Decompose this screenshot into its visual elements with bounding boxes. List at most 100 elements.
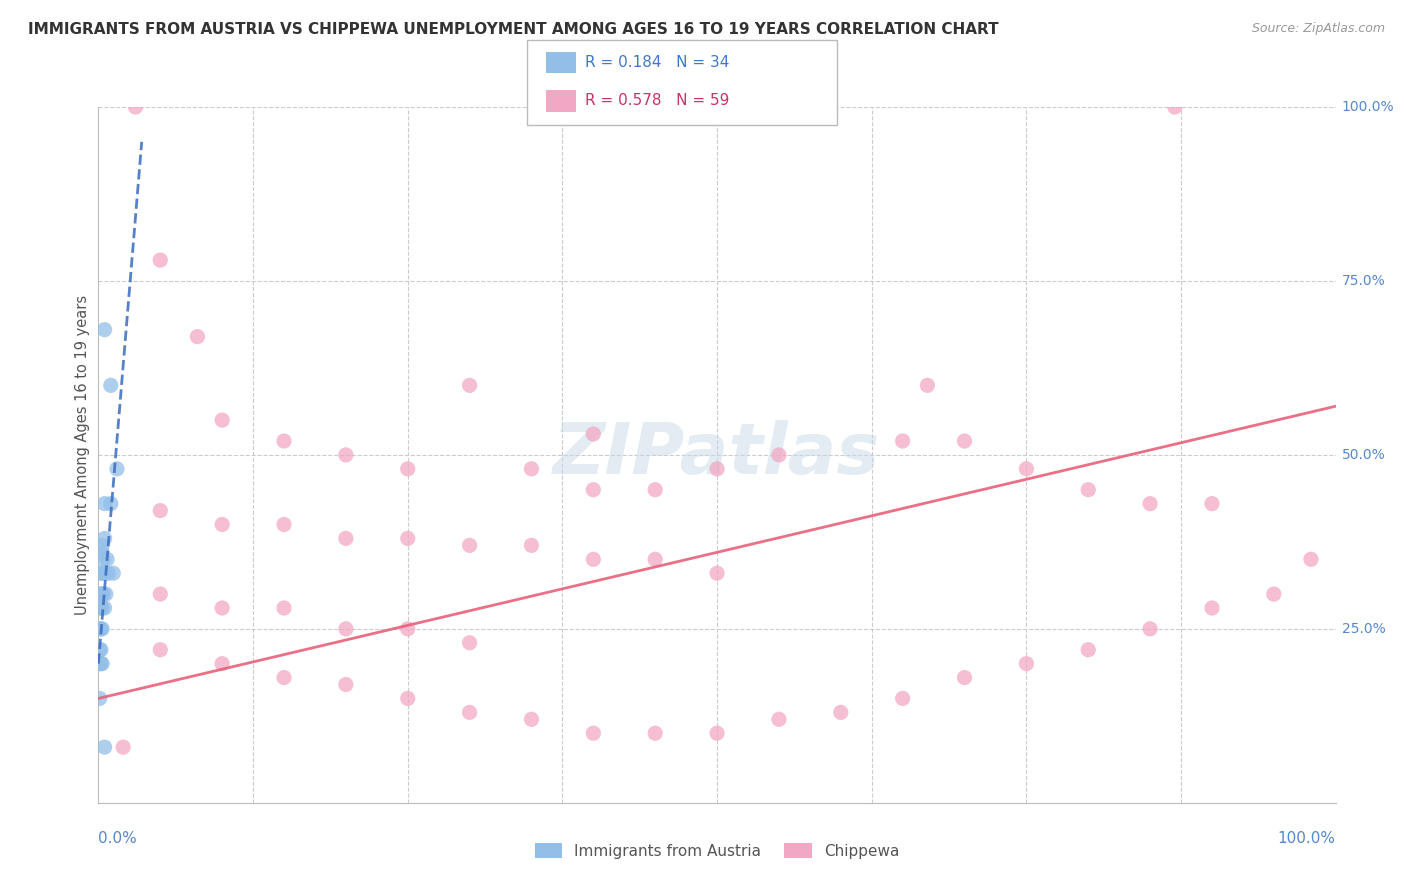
Point: [89, 642, 111, 657]
Point: [90, 601, 112, 615]
Point: [1263, 587, 1285, 601]
Point: [706, 726, 728, 740]
Point: [768, 712, 790, 726]
Point: [1077, 642, 1099, 657]
Point: [582, 427, 605, 442]
Point: [1299, 552, 1322, 566]
Point: [112, 740, 135, 755]
Point: [89, 622, 111, 636]
Point: [94, 587, 117, 601]
Point: [1201, 497, 1223, 511]
Point: [891, 691, 914, 706]
Point: [93, 497, 115, 511]
Point: [582, 726, 605, 740]
Point: [458, 706, 481, 720]
Point: [917, 378, 939, 392]
Text: 75.0%: 75.0%: [1341, 274, 1386, 288]
Point: [89, 587, 111, 601]
Point: [520, 462, 543, 476]
Point: [93, 552, 115, 566]
Legend: Immigrants from Austria, Chippewa: Immigrants from Austria, Chippewa: [529, 837, 905, 864]
Text: ZIPatlas: ZIPatlas: [554, 420, 880, 490]
Point: [335, 622, 357, 636]
Point: [644, 726, 666, 740]
Point: [211, 517, 233, 532]
Point: [644, 483, 666, 497]
Point: [100, 497, 122, 511]
Text: R = 0.578   N = 59: R = 0.578 N = 59: [585, 94, 730, 108]
Point: [335, 677, 357, 691]
Text: Source: ZipAtlas.com: Source: ZipAtlas.com: [1251, 22, 1385, 36]
Text: 0.0%: 0.0%: [98, 830, 138, 846]
Point: [90, 566, 112, 581]
Point: [149, 253, 172, 268]
Text: 100.0%: 100.0%: [1341, 100, 1395, 114]
Point: [458, 636, 481, 650]
Point: [273, 601, 295, 615]
Point: [953, 434, 976, 448]
Point: [582, 552, 605, 566]
Point: [953, 671, 976, 685]
Point: [90, 642, 112, 657]
Point: [1077, 483, 1099, 497]
Point: [211, 413, 233, 427]
Text: 25.0%: 25.0%: [1341, 622, 1386, 636]
Point: [91, 538, 114, 552]
Point: [149, 587, 172, 601]
Point: [644, 552, 666, 566]
Point: [90, 622, 112, 636]
Point: [100, 378, 122, 392]
Point: [93, 587, 115, 601]
Point: [91, 622, 114, 636]
Point: [149, 642, 172, 657]
Point: [91, 566, 114, 581]
Point: [396, 462, 419, 476]
Point: [211, 601, 233, 615]
Point: [273, 517, 295, 532]
Point: [93, 601, 115, 615]
Point: [396, 532, 419, 546]
Point: [91, 601, 114, 615]
Point: [90, 587, 112, 601]
Point: [1139, 497, 1161, 511]
Point: [458, 538, 481, 552]
Point: [830, 706, 852, 720]
Point: [1139, 622, 1161, 636]
Point: [1164, 100, 1187, 114]
Point: [891, 434, 914, 448]
Point: [458, 378, 481, 392]
Y-axis label: Unemployment Among Ages 16 to 19 years: Unemployment Among Ages 16 to 19 years: [75, 295, 90, 615]
Point: [124, 100, 146, 114]
Point: [186, 329, 208, 343]
Point: [706, 462, 728, 476]
Point: [335, 448, 357, 462]
Point: [89, 657, 111, 671]
Point: [1201, 601, 1223, 615]
Point: [91, 657, 114, 671]
Point: [93, 740, 115, 755]
Point: [520, 712, 543, 726]
Point: [768, 448, 790, 462]
Point: [211, 657, 233, 671]
Text: IMMIGRANTS FROM AUSTRIA VS CHIPPEWA UNEMPLOYMENT AMONG AGES 16 TO 19 YEARS CORRE: IMMIGRANTS FROM AUSTRIA VS CHIPPEWA UNEM…: [28, 22, 998, 37]
Point: [93, 323, 115, 337]
Point: [149, 503, 172, 517]
Point: [396, 691, 419, 706]
Point: [335, 532, 357, 546]
Text: R = 0.184   N = 34: R = 0.184 N = 34: [585, 55, 730, 70]
Point: [91, 587, 114, 601]
Point: [93, 532, 115, 546]
Point: [90, 657, 112, 671]
Point: [520, 538, 543, 552]
Text: 50.0%: 50.0%: [1341, 448, 1386, 462]
Point: [273, 671, 295, 685]
Point: [89, 691, 111, 706]
Point: [273, 434, 295, 448]
Point: [1015, 462, 1038, 476]
Point: [97, 566, 120, 581]
Text: 100.0%: 100.0%: [1278, 830, 1336, 846]
Point: [91, 545, 114, 559]
Point: [93, 566, 115, 581]
Point: [1015, 657, 1038, 671]
Point: [582, 483, 605, 497]
